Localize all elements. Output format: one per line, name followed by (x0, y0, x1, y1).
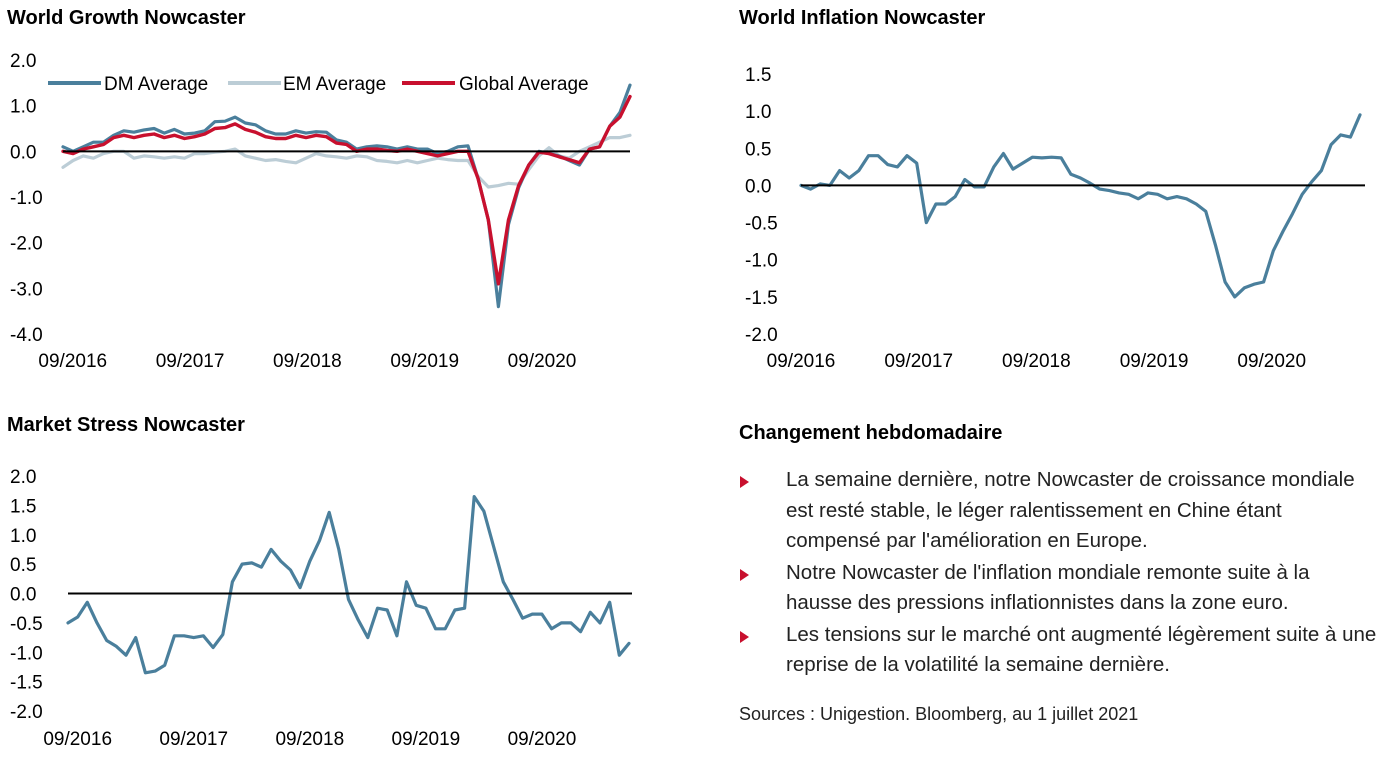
legend-label: EM Average (283, 74, 386, 95)
inflation-y-tick-label: 1.0 (745, 102, 771, 123)
inflation-y-tick-label: -2.0 (745, 325, 778, 346)
inflation-series-line (799, 113, 1362, 299)
growth-y-tick-label: 0.0 (10, 142, 36, 163)
inflation-x-tick-label: 09/2019 (1120, 351, 1189, 372)
growth-y-tick-label: -2.0 (10, 234, 43, 255)
inflation-y-tick-label: 1.5 (745, 65, 771, 86)
growth-chart: 2.0 1.0 0.0 -1.0 -2.0 -3.0 -4.0 09/2016 09/2017 0… (10, 51, 632, 372)
growth-series-em-average (61, 133, 632, 189)
list-item: La semaine dernière, notre Nowcaster de … (739, 465, 1379, 557)
stress-y-tick-label: -2.0 (10, 702, 43, 723)
sources-note: Sources : Unigestion. Bloomberg, au 1 ju… (739, 704, 1139, 724)
stress-y-tick-label: -1.0 (10, 643, 43, 664)
stress-chart-title: Market Stress Nowcaster (7, 414, 245, 436)
growth-y-tick-label: 1.0 (10, 97, 36, 118)
inflation-y-tick-label: 0.0 (745, 176, 771, 197)
growth-x-tick-label: 09/2016 (38, 351, 107, 372)
growth-chart-panel: World Growth Nowcaster 2.0 1.0 0.0 -1.0 -2.0… (0, 0, 660, 385)
growth-chart-title: World Growth Nowcaster (7, 7, 246, 29)
bullet-text: Notre Nowcaster de l'inflation mondiale … (786, 560, 1310, 615)
stress-x-tick-label: 09/2016 (43, 729, 112, 750)
weekly-change-list: La semaine dernière, notre Nowcaster de … (739, 465, 1379, 681)
list-item: Les tensions sur le marché ont augmenté … (739, 620, 1379, 681)
inflation-chart-panel: World Inflation Nowcaster 1.5 1.0 0.5 0.0 -0… (700, 0, 1383, 385)
growth-x-tick-label: 09/2018 (273, 351, 342, 372)
growth-x-tick-label: 09/2019 (390, 351, 459, 372)
inflation-x-tick-label: 09/2020 (1237, 351, 1306, 372)
stress-x-tick-label: 09/2019 (392, 729, 461, 750)
growth-x-tick-label: 09/2020 (508, 351, 577, 372)
stress-y-tick-label: 0.5 (10, 555, 36, 576)
stress-y-tick-label: -0.5 (10, 614, 43, 635)
stress-x-tick-label: 09/2020 (508, 729, 577, 750)
growth-y-tick-label: 2.0 (10, 51, 36, 72)
inflation-y-tick-label: -1.5 (745, 288, 778, 309)
stress-x-tick-label: 09/2018 (275, 729, 344, 750)
weekly-change-title: Changement hebdomadaire (739, 422, 1003, 444)
inflation-chart-title: World Inflation Nowcaster (739, 7, 986, 29)
growth-y-tick-label: -3.0 (10, 279, 43, 300)
growth-y-tick-label: -1.0 (10, 188, 43, 209)
stress-chart-panel: Market Stress Nowcaster 2.0 1.5 1.0 0.5 0.0 -… (0, 405, 660, 767)
inflation-x-tick-label: 09/2017 (884, 351, 953, 372)
stress-y-tick-label: 0.0 (10, 585, 36, 606)
growth-x-tick-label: 09/2017 (156, 351, 225, 372)
stress-y-tick-label: 1.5 (10, 496, 36, 517)
bullet-text: La semaine dernière, notre Nowcaster de … (786, 468, 1355, 552)
bullet-text: Les tensions sur le marché ont augmenté … (786, 622, 1377, 677)
stress-x-tick-label: 09/2017 (159, 729, 228, 750)
inflation-x-tick-label: 09/2018 (1002, 351, 1071, 372)
inflation-y-tick-label: 0.5 (745, 139, 771, 160)
bullet-arrow-icon (740, 630, 749, 643)
stress-y-tick-label: -1.5 (10, 673, 43, 694)
growth-legend: DM Average EM Average Global Average (48, 74, 589, 95)
inflation-y-tick-label: -1.0 (745, 251, 778, 272)
inflation-chart: 1.5 1.0 0.5 0.0 -0.5 -1.0 -1.5 -2.0 09/2016 09/20… (745, 65, 1365, 372)
bullet-arrow-icon (740, 476, 749, 488)
weekly-change-section: Changement hebdomadaire La semaine derni… (739, 422, 1379, 682)
bullet-arrow-icon (740, 568, 749, 581)
legend-label: Global Average (459, 74, 589, 95)
legend-label: DM Average (104, 74, 208, 95)
growth-y-tick-label: -4.0 (10, 325, 43, 346)
inflation-x-tick-label: 09/2016 (767, 351, 836, 372)
stress-series-line (66, 494, 631, 675)
growth-series-dm-average (61, 83, 632, 309)
stress-y-tick-label: 2.0 (10, 467, 36, 488)
stress-chart: 2.0 1.5 1.0 0.5 0.0 -0.5 -1.0 -1.5 -2.009/2016 09… (10, 467, 632, 750)
inflation-y-tick-label: -0.5 (745, 214, 778, 235)
list-item: Notre Nowcaster de l'inflation mondiale … (739, 558, 1379, 619)
growth-series-global-average (61, 94, 632, 286)
stress-y-tick-label: 1.0 (10, 526, 36, 547)
